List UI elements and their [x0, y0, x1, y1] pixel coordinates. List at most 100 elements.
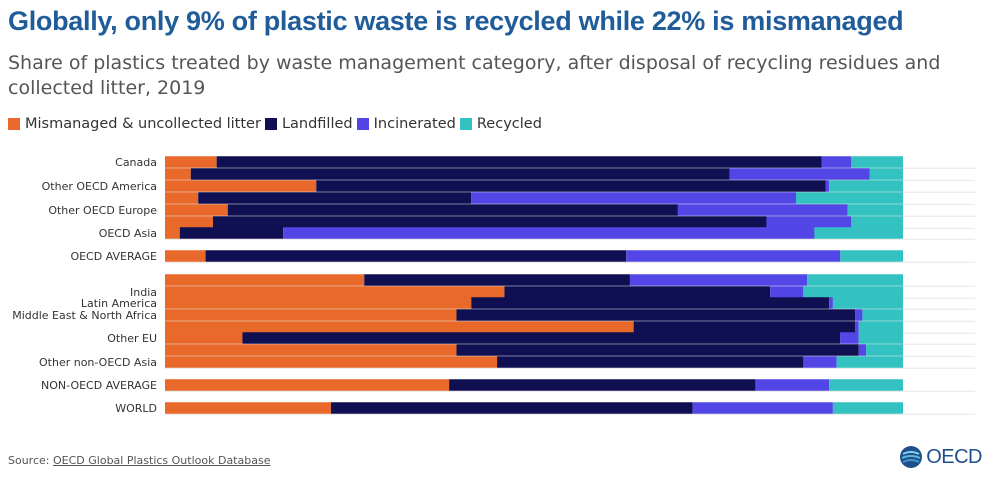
bar-segment-mismanaged[interactable]: [165, 344, 457, 356]
bar-segment-landfilled[interactable]: [212, 216, 767, 228]
bar-segment-landfilled[interactable]: [205, 250, 627, 262]
bar-segment-recycled[interactable]: [858, 321, 903, 333]
bar-segment-incinerated[interactable]: [629, 274, 808, 286]
bar-segment-incinerated[interactable]: [855, 321, 859, 333]
bar-segment-landfilled[interactable]: [242, 332, 841, 344]
bar-segment-recycled[interactable]: [862, 309, 903, 321]
row-label: Other EU: [107, 332, 157, 345]
bar-segment-mismanaged[interactable]: [165, 156, 217, 168]
row-label: OECD AVERAGE: [70, 250, 157, 263]
bar-segment-incinerated[interactable]: [803, 356, 837, 368]
bar-segment-mismanaged[interactable]: [165, 227, 180, 239]
bar-segment-recycled[interactable]: [851, 216, 903, 228]
bar-segment-mismanaged[interactable]: [165, 402, 332, 414]
bar-segment-recycled[interactable]: [832, 297, 903, 309]
row-label: Latin America: [81, 297, 157, 310]
bar-segment-landfilled[interactable]: [456, 344, 859, 356]
bar-segment-recycled[interactable]: [866, 344, 903, 356]
bar-segment-landfilled[interactable]: [316, 180, 826, 192]
bar-segment-recycled[interactable]: [836, 356, 903, 368]
legend-label-mismanaged: Mismanaged & uncollected litter: [25, 116, 261, 132]
bar-segment-recycled[interactable]: [840, 250, 903, 262]
bar-segment-mismanaged[interactable]: [165, 356, 498, 368]
row-label: NON-OECD AVERAGE: [41, 379, 157, 392]
bar-segment-landfilled[interactable]: [633, 321, 856, 333]
bar-segment-mismanaged[interactable]: [165, 204, 228, 216]
legend-item-recycled[interactable]: Recycled: [459, 116, 542, 132]
legend-swatch-incinerated: [356, 118, 369, 130]
bar-segment-landfilled[interactable]: [216, 156, 822, 168]
bar-segment-recycled[interactable]: [829, 180, 903, 192]
source-label: Source:: [8, 454, 50, 467]
row-label: Other OECD America: [42, 180, 157, 193]
bar-segment-incinerated[interactable]: [829, 297, 833, 309]
bar-segment-landfilled[interactable]: [471, 297, 830, 309]
bar-segment-incinerated[interactable]: [471, 192, 796, 204]
bar-segment-recycled[interactable]: [832, 402, 903, 414]
row-label: Middle East & North Africa: [12, 309, 157, 322]
bar-segment-incinerated[interactable]: [766, 216, 852, 228]
source-link[interactable]: OECD Global Plastics Outlook Database: [53, 454, 271, 467]
bar-segment-landfilled[interactable]: [227, 204, 678, 216]
bar-segment-landfilled[interactable]: [456, 309, 856, 321]
legend-item-landfilled[interactable]: Landfilled: [264, 116, 353, 132]
bar-segment-incinerated[interactable]: [821, 156, 852, 168]
bar-segment-incinerated[interactable]: [677, 204, 848, 216]
bar-segment-incinerated[interactable]: [283, 227, 815, 239]
row-label: Other non-OECD Asia: [39, 356, 157, 369]
bar-segment-mismanaged[interactable]: [165, 286, 505, 298]
bar-segment-recycled[interactable]: [795, 192, 903, 204]
bar-segment-mismanaged[interactable]: [165, 250, 206, 262]
bar-segment-recycled[interactable]: [847, 204, 903, 216]
bar-segment-mismanaged[interactable]: [165, 180, 317, 192]
oecd-globe-icon: [900, 446, 923, 468]
bar-segment-recycled[interactable]: [803, 286, 903, 298]
bar-segment-mismanaged[interactable]: [165, 321, 634, 333]
bar-segment-landfilled[interactable]: [331, 402, 693, 414]
bar-segment-landfilled[interactable]: [497, 356, 804, 368]
bar-segment-landfilled[interactable]: [449, 379, 756, 391]
legend-item-mismanaged[interactable]: Mismanaged & uncollected litter: [8, 116, 261, 132]
bar-segment-incinerated[interactable]: [692, 402, 833, 414]
bar-segment-recycled[interactable]: [807, 274, 903, 286]
bar-segment-recycled[interactable]: [851, 156, 903, 168]
bar-segment-mismanaged[interactable]: [165, 379, 450, 391]
bar-segment-mismanaged[interactable]: [165, 274, 365, 286]
bar-segment-incinerated[interactable]: [729, 168, 870, 180]
bar-segment-incinerated[interactable]: [840, 332, 859, 344]
row-label: OECD Asia: [99, 227, 157, 240]
bar-segment-mismanaged[interactable]: [165, 332, 243, 344]
bar-segment-recycled[interactable]: [814, 227, 903, 239]
bar-segment-incinerated[interactable]: [626, 250, 841, 262]
chart-subtitle: Share of plastics treated by waste manag…: [8, 52, 941, 99]
bar-segment-mismanaged[interactable]: [165, 168, 191, 180]
legend-swatch-landfilled: [264, 118, 277, 130]
bar-segment-incinerated[interactable]: [770, 286, 804, 298]
legend-label-recycled: Recycled: [476, 116, 542, 132]
bar-segment-landfilled[interactable]: [190, 168, 730, 180]
bar-segment-incinerated[interactable]: [825, 180, 830, 192]
bar-segment-landfilled[interactable]: [179, 227, 284, 239]
chart-title: Globally, only 9% of plastic waste is re…: [8, 6, 904, 36]
legend-label-incinerated: Incinerated: [373, 116, 456, 132]
bar-segment-mismanaged[interactable]: [165, 297, 472, 309]
bar-segment-mismanaged[interactable]: [165, 216, 213, 228]
legend: Mismanaged & uncollected litter Landfill…: [8, 116, 546, 132]
bar-segment-landfilled[interactable]: [364, 274, 630, 286]
bar-segment-landfilled[interactable]: [504, 286, 771, 298]
bar-segment-incinerated[interactable]: [858, 344, 867, 356]
bar-segment-incinerated[interactable]: [755, 379, 830, 391]
bar-segment-mismanaged[interactable]: [165, 309, 457, 321]
bar-segment-mismanaged[interactable]: [165, 192, 199, 204]
bar-segment-landfilled[interactable]: [198, 192, 472, 204]
legend-label-landfilled: Landfilled: [281, 116, 353, 132]
legend-item-incinerated[interactable]: Incinerated: [356, 116, 456, 132]
row-label: Canada: [115, 156, 157, 169]
legend-swatch-recycled: [459, 118, 472, 130]
bar-segment-recycled[interactable]: [829, 379, 903, 391]
bar-segment-recycled[interactable]: [858, 332, 903, 344]
bar-segment-incinerated[interactable]: [855, 309, 863, 321]
row-label: Other OECD Europe: [48, 204, 157, 217]
bar-segment-recycled[interactable]: [869, 168, 903, 180]
